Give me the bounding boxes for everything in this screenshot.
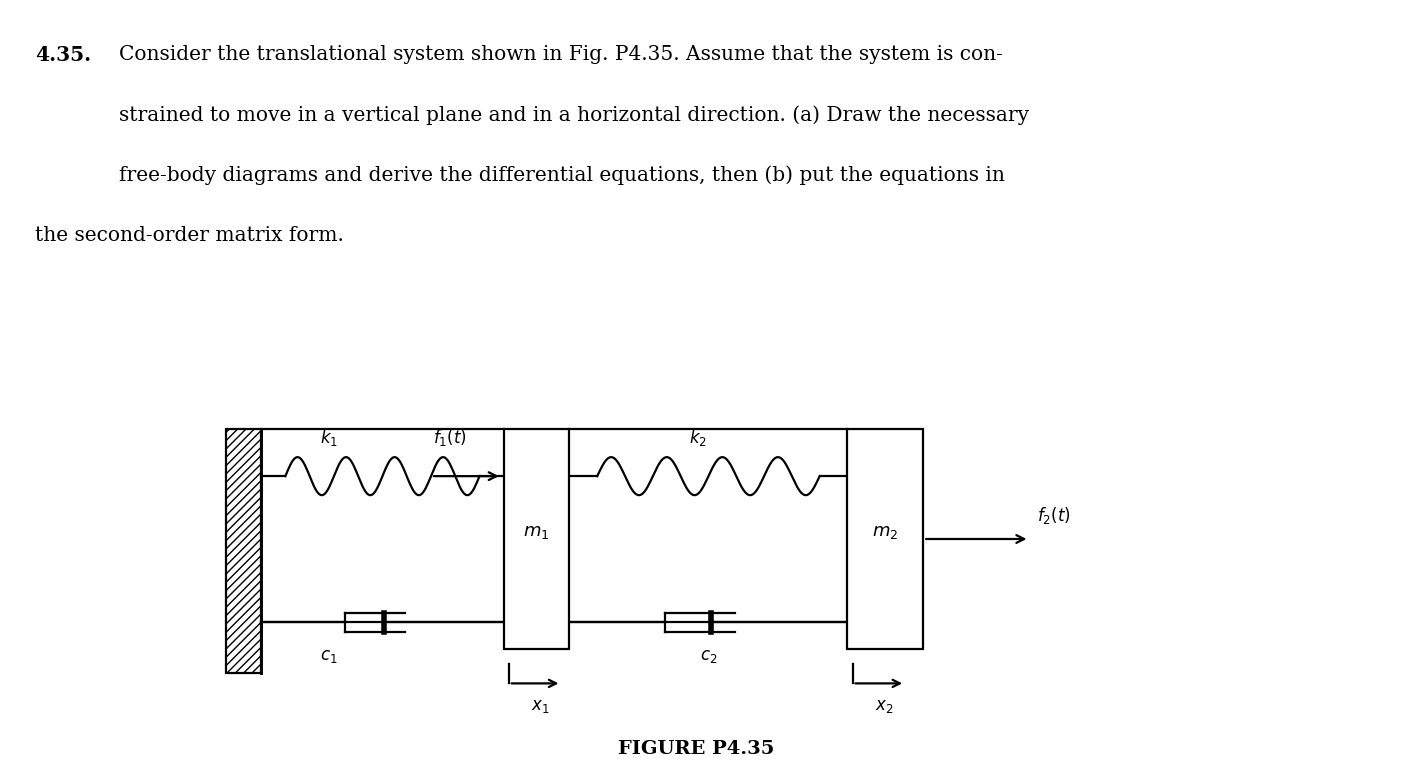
Text: FIGURE P4.35: FIGURE P4.35	[618, 740, 774, 758]
Text: $m_1$: $m_1$	[524, 523, 550, 541]
Text: $f_2(t)$: $f_2(t)$	[1038, 505, 1071, 526]
Text: $x_1$: $x_1$	[531, 699, 549, 715]
Text: $c_1$: $c_1$	[320, 648, 338, 665]
Bar	[226, 429, 261, 673]
Text: strained to move in a vertical plane and in a horizontal direction. (a) Draw the: strained to move in a vertical plane and…	[119, 105, 1029, 125]
Bar	[504, 429, 570, 649]
Text: Consider the translational system shown in Fig. P4.35. Assume that the system is: Consider the translational system shown …	[119, 45, 1004, 64]
Text: free-body diagrams and derive the differential equations, then (b) put the equat: free-body diagrams and derive the differ…	[119, 165, 1005, 185]
Text: $k_1$: $k_1$	[320, 426, 338, 448]
Text: $f_1(t)$: $f_1(t)$	[432, 426, 468, 448]
Text: $x_2$: $x_2$	[875, 699, 893, 715]
Text: $m_2$: $m_2$	[872, 523, 899, 541]
Bar	[848, 429, 924, 649]
Text: $c_2$: $c_2$	[699, 648, 717, 665]
Text: the second-order matrix form.: the second-order matrix form.	[35, 226, 344, 245]
Text: 4.35.: 4.35.	[35, 45, 91, 65]
Text: $k_2$: $k_2$	[689, 426, 708, 448]
